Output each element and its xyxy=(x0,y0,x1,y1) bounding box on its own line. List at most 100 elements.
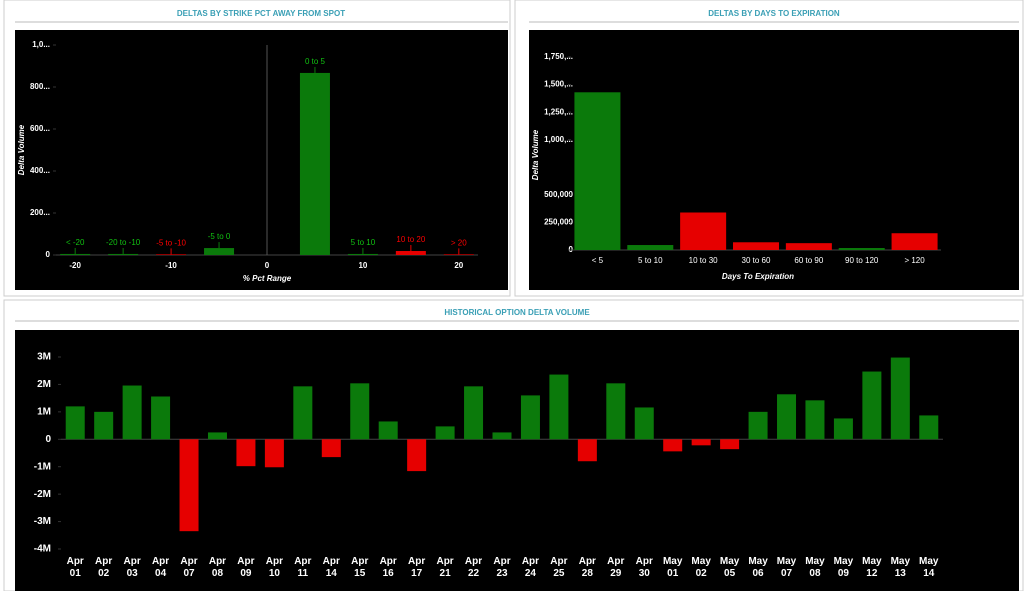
y-tick-label: -4M xyxy=(34,544,51,555)
x-tick-label: May 02 xyxy=(691,556,711,579)
y-tick-label: -2M xyxy=(34,489,51,500)
y-tick-label: 250,000 xyxy=(544,218,573,227)
x-tick-label: 10 xyxy=(358,261,367,270)
bar xyxy=(207,432,227,440)
bar xyxy=(236,439,256,467)
chart-title: DELTAS BY DAYS TO EXPIRATION xyxy=(708,9,840,18)
x-tick-label: May 14 xyxy=(919,556,939,579)
x-tick-label: May 09 xyxy=(833,556,854,579)
y-tick-label: 500,000 xyxy=(544,190,573,199)
bar-label: > 20 xyxy=(451,238,467,247)
x-tick-label: May 05 xyxy=(719,556,740,579)
x-tick-label: Apr 16 xyxy=(379,556,397,579)
bar xyxy=(65,406,85,440)
x-tick-label: < 5 xyxy=(592,256,604,265)
x-tick-label: Apr 07 xyxy=(180,556,198,579)
bar xyxy=(520,395,540,440)
x-tick-label: 30 to 60 xyxy=(742,256,771,265)
x-tick-label: > 120 xyxy=(904,256,925,265)
y-tick-label: 800... xyxy=(30,82,50,91)
bar xyxy=(680,212,727,250)
bar xyxy=(634,407,654,440)
x-tick-label: May 06 xyxy=(748,556,768,579)
bar-label: -5 to 0 xyxy=(208,232,231,241)
bar xyxy=(407,439,427,472)
y-tick-label: 1M xyxy=(37,406,51,417)
y-tick-label: 1,0... xyxy=(32,40,50,49)
bar xyxy=(574,92,621,250)
bar-label: -20 to -10 xyxy=(106,238,141,247)
bar xyxy=(264,439,284,468)
bar xyxy=(838,248,885,250)
bar xyxy=(862,371,882,440)
bar-label: -5 to -10 xyxy=(156,238,186,247)
x-tick-label: Apr 09 xyxy=(237,556,255,579)
bar xyxy=(549,374,569,440)
y-tick-label: -1M xyxy=(34,461,51,472)
bar-label: < -20 xyxy=(66,238,85,247)
x-tick-label: May 01 xyxy=(662,556,683,579)
x-tick-label: Apr 04 xyxy=(151,556,170,579)
bar xyxy=(577,439,597,462)
bar xyxy=(805,400,825,440)
x-tick-label: May 07 xyxy=(776,556,797,579)
x-tick-label: 10 to 30 xyxy=(689,256,718,265)
x-tick-label: Apr 10 xyxy=(265,556,283,579)
chart-title: DELTAS BY STRIKE PCT AWAY FROM SPOT xyxy=(177,9,345,18)
bar-label: 10 to 20 xyxy=(396,235,425,244)
bar xyxy=(156,254,187,255)
y-tick-label: 400... xyxy=(30,166,50,175)
bar xyxy=(347,253,378,255)
x-tick-label: Apr 22 xyxy=(464,556,483,579)
bar xyxy=(321,439,341,458)
x-tick-label: Apr 15 xyxy=(351,556,369,579)
x-tick-label: May 12 xyxy=(862,556,882,579)
bar xyxy=(60,253,91,255)
bar xyxy=(919,415,939,440)
bar xyxy=(435,426,455,440)
y-tick-label: 2M xyxy=(37,379,51,390)
bar xyxy=(777,394,797,440)
plot-bg xyxy=(15,30,508,290)
x-tick-label: May 08 xyxy=(805,556,825,579)
bar xyxy=(108,253,139,255)
y-tick-label: 0 xyxy=(45,434,51,445)
x-tick-label: 20 xyxy=(454,261,463,270)
bar xyxy=(663,439,683,452)
bar xyxy=(891,233,938,250)
x-tick-label: Apr 17 xyxy=(408,556,426,579)
bar xyxy=(94,411,114,440)
x-tick-label: Apr 02 xyxy=(95,556,113,579)
x-tick-label: Apr 14 xyxy=(322,556,340,579)
bar xyxy=(627,245,674,250)
bar xyxy=(748,411,768,440)
bar xyxy=(122,385,142,440)
bar xyxy=(299,72,330,256)
plot-bg xyxy=(15,330,1019,591)
x-tick-label: -10 xyxy=(165,261,177,270)
x-axis-label: % Pct Range xyxy=(243,274,292,283)
x-tick-label: 60 to 90 xyxy=(794,256,823,265)
chart-title: HISTORICAL OPTION DELTA VOLUME xyxy=(444,308,590,317)
x-tick-label: 5 to 10 xyxy=(638,256,663,265)
x-tick-label: Apr 23 xyxy=(493,556,511,579)
x-tick-label: Apr 11 xyxy=(294,556,312,579)
bar xyxy=(492,432,512,440)
y-tick-label: 1,000,... xyxy=(544,135,573,144)
x-tick-label: 0 xyxy=(265,261,270,270)
bar xyxy=(395,251,426,255)
x-tick-label: Apr 28 xyxy=(578,556,596,579)
bar xyxy=(204,248,235,255)
bar xyxy=(606,383,626,440)
y-tick-label: 1,750,... xyxy=(544,52,573,61)
bar xyxy=(833,418,853,440)
x-tick-label: Apr 03 xyxy=(123,556,141,579)
x-tick-label: 90 to 120 xyxy=(845,256,879,265)
y-tick-label: 1,250,... xyxy=(544,107,573,116)
bar xyxy=(350,383,370,440)
bar xyxy=(179,439,199,532)
bar xyxy=(151,396,171,440)
bar xyxy=(378,421,398,440)
